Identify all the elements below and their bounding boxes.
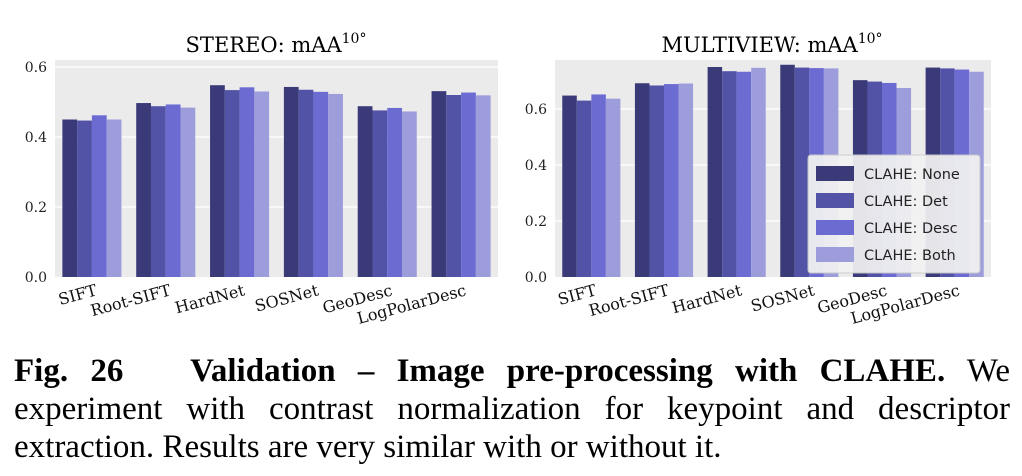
stereo-ytick-label: 0.6 (25, 60, 47, 76)
stereo-bar (475, 95, 491, 277)
stereo-bar (283, 86, 299, 277)
stereo-bar (165, 104, 181, 277)
multiview-bar (649, 85, 664, 277)
stereo-bar (62, 119, 78, 277)
stereo-bar (446, 95, 462, 277)
multiview-bar (751, 67, 766, 277)
multiview-category-label: HardNet (670, 280, 744, 317)
stereo-bar (313, 91, 329, 277)
stereo-bar (357, 106, 373, 277)
multiview-bar (736, 71, 752, 277)
legend-label: CLAHE: Desc (864, 221, 958, 237)
multiview-bar (722, 71, 737, 277)
caption-body: We experiment with contrast normalizatio… (14, 353, 1011, 465)
stereo-ytick-label: 0.2 (25, 200, 47, 216)
multiview-ytick-label: 0.4 (525, 158, 547, 174)
multiview-bar (562, 95, 577, 277)
caption-title: Validation – Image pre-processing with C… (190, 353, 946, 389)
caption-label: Fig. 26 (14, 353, 124, 389)
stereo-bar (77, 120, 92, 277)
stereo-bar (402, 111, 417, 277)
multiview-bar (634, 83, 650, 278)
multiview-ytick-label: 0.6 (525, 102, 547, 118)
stereo-bar (239, 87, 255, 277)
stereo-bar (106, 119, 122, 277)
stereo-bar (150, 106, 166, 277)
stereo-category-label: Root-SIFT (88, 280, 173, 320)
multiview-ytick-label: 0.2 (525, 214, 547, 230)
multiview-bar (605, 98, 621, 277)
stereo-bar (210, 85, 225, 277)
stereo-ytick-label: 0.4 (25, 130, 47, 146)
multiview-bar (707, 67, 723, 277)
stereo-bar (461, 92, 476, 277)
legend-label: CLAHE: None (864, 167, 960, 183)
stereo-bar (328, 93, 343, 277)
stereo-bar (431, 91, 447, 278)
stereo-bar (136, 103, 151, 277)
multiview-ytick-label: 0.0 (525, 270, 547, 286)
stereo-bar (387, 107, 403, 277)
stereo-ytick-label: 0.0 (25, 270, 47, 286)
legend-box (807, 154, 981, 274)
legend-swatch (816, 166, 854, 181)
figure-caption: Fig. 26 Validation – Image pre-processin… (14, 352, 1010, 466)
stereo-category-label: HardNet (173, 280, 247, 317)
stereo-chart-title: STEREO: mAA10° (186, 31, 367, 57)
multiview-bar (794, 67, 810, 277)
multiview-chart-title: MULTIVIEW: mAA10° (661, 31, 882, 57)
stereo-bar (91, 115, 107, 277)
multiview-bar (780, 64, 795, 277)
stereo-category-label: SOSNet (253, 280, 321, 315)
stereo-bar (372, 110, 388, 278)
legend-label: CLAHE: Det (864, 194, 948, 210)
legend-swatch (816, 247, 854, 262)
stereo-bar (224, 90, 240, 277)
legend-label: CLAHE: Both (864, 248, 956, 264)
stereo-bar (254, 91, 270, 277)
multiview-bar (678, 83, 694, 278)
multiview-bar (576, 100, 592, 277)
multiview-category-label: SOSNet (749, 280, 817, 315)
legend-swatch (816, 193, 854, 208)
legend-swatch (816, 220, 854, 235)
stereo-bar (298, 89, 314, 277)
multiview-bar (664, 84, 679, 277)
multiview-category-label: Root-SIFT (587, 280, 672, 320)
stereo-plot-area (55, 60, 498, 277)
stereo-bar (180, 107, 196, 277)
multiview-bar (591, 94, 606, 277)
